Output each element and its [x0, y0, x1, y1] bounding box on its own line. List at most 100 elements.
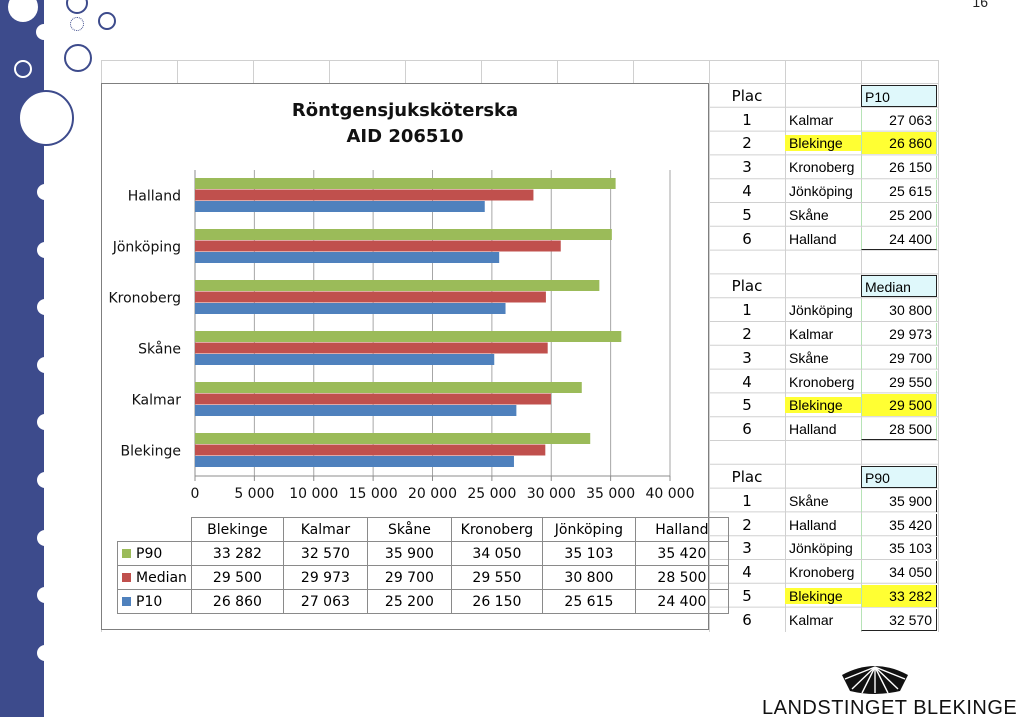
bar-chart: 0 5 000 10 000 15 000 20 000 25 000 30 000 35 0… — [108, 170, 695, 502]
rank-value: 35 900 — [861, 489, 937, 512]
county-name: Skåne — [789, 206, 829, 223]
ranking-row: 4 Kronoberg 34 050 — [709, 560, 939, 584]
chart-title: Röntgensjuksköterska AID 206510 — [102, 98, 708, 150]
decorative-circle — [37, 184, 53, 200]
rank-value: 25 200 — [861, 203, 937, 226]
table-cell: 24 400 — [634, 589, 729, 614]
x-tick-label: 0 — [191, 486, 200, 502]
county-name: Skåne — [789, 492, 829, 509]
ranking-row: 5 Blekinge 29 500 — [709, 394, 939, 418]
decorative-circle — [37, 356, 53, 373]
table-cell: 32 570 — [282, 541, 368, 566]
ranking-block-median: Plac Median 1 Jönköping 30 800 2 Kalmar 29 973 3… — [709, 275, 939, 442]
rank-number: 6 — [742, 229, 752, 248]
county-name: Halland — [789, 516, 837, 533]
ranking-row: 5 Skåne 25 200 — [709, 203, 939, 227]
ranking-header: Plac P10 — [709, 84, 939, 108]
rank-number: 5 — [742, 396, 752, 415]
ranking-header: Plac P90 — [709, 465, 939, 489]
bar-p90 — [195, 331, 622, 342]
decorative-circle — [14, 60, 32, 78]
bar-p90 — [195, 229, 612, 240]
county-name: Kalmar — [789, 111, 834, 128]
table-category-header: Jönköping — [541, 517, 636, 542]
bar-p90 — [195, 433, 591, 444]
table-category-header: Kronoberg — [450, 517, 543, 542]
rank-number: 4 — [742, 182, 752, 201]
table-cell: 34 050 — [450, 541, 543, 566]
decorative-circle — [37, 472, 53, 488]
county-name: Kalmar — [789, 326, 834, 343]
decorative-circle — [18, 90, 74, 146]
table-cell: 26 860 — [190, 589, 284, 614]
page-number: 16 — [972, 0, 988, 10]
table-corner — [117, 517, 192, 542]
table-cell: 25 200 — [366, 589, 452, 614]
county-name: Jönköping — [789, 183, 853, 200]
county-name: Kronoberg — [789, 564, 855, 581]
rank-value: 34 050 — [861, 561, 937, 584]
ranking-row: 1 Kalmar 27 063 — [709, 108, 939, 132]
logo: LANDSTINGET BLEKINGE — [762, 663, 1017, 719]
rank-number: 1 — [742, 110, 752, 129]
rank-value: 29 700 — [861, 346, 937, 369]
rank-value: 24 400 — [861, 227, 937, 250]
rank-value: 26 150 — [861, 156, 937, 179]
table-series-label: Median — [117, 565, 192, 590]
rank-number: 3 — [742, 348, 752, 367]
bar-p90 — [195, 178, 616, 189]
table-cell: 26 150 — [450, 589, 543, 614]
rank-number: 1 — [742, 491, 752, 510]
ranking-block-p10: Plac P10 1 Kalmar 27 063 2 Blekinge 26 860 3 Kron… — [709, 84, 939, 251]
bar-p10 — [195, 252, 500, 263]
table-category-header: Halland — [634, 517, 729, 542]
rank-value: 35 103 — [861, 537, 937, 560]
table-cell: 29 700 — [366, 565, 452, 590]
decorative-circle — [8, 0, 38, 22]
rank-number: 6 — [742, 610, 752, 629]
rank-value: 29 500 — [861, 394, 937, 417]
table-row: P90 33 282 32 570 35 900 34 050 35 103 35 420 — [117, 541, 729, 566]
ranking-row: 2 Halland 35 420 — [709, 513, 939, 537]
ranking-spacer — [709, 441, 939, 465]
rank-number: 2 — [742, 134, 752, 153]
rank-number: 1 — [742, 301, 752, 320]
rank-value: 27 063 — [861, 108, 937, 131]
metric-header: Median — [861, 275, 937, 298]
ranking-row: 1 Jönköping 30 800 — [709, 298, 939, 322]
decorative-circle — [37, 644, 53, 661]
y-category-label: Kalmar — [132, 392, 182, 408]
table-category-header: Kalmar — [282, 517, 368, 542]
bar-median — [195, 291, 546, 303]
ranking-row: 4 Kronoberg 29 550 — [709, 370, 939, 394]
rank-number: 4 — [742, 563, 752, 582]
rank-number: 3 — [742, 539, 752, 558]
rank-value: 26 860 — [861, 132, 937, 155]
county-name: Kronoberg — [789, 373, 855, 390]
bar-median — [195, 444, 546, 456]
table-cell: 25 615 — [541, 589, 636, 614]
rank-number: 4 — [742, 372, 752, 391]
ranking-row: 6 Halland 28 500 — [709, 417, 939, 441]
decorative-circle — [36, 24, 52, 40]
ranking-row: 6 Kalmar 32 570 — [709, 608, 939, 632]
rank-value: 32 570 — [861, 608, 937, 631]
bar-p90 — [195, 382, 582, 393]
ranking-row: 3 Jönköping 35 103 — [709, 537, 939, 561]
decorative-circle — [37, 299, 53, 316]
decorative-circle — [98, 12, 116, 30]
table-cell: 35 103 — [541, 541, 636, 566]
bar-p10 — [195, 354, 495, 365]
table-series-label: P10 — [117, 589, 192, 614]
ranking-block-p90: Plac P90 1 Skåne 35 900 2 Halland 35 420 3 Jönköp… — [709, 465, 939, 632]
table-cell: 35 420 — [634, 541, 729, 566]
chart-title-line-2: AID 206510 — [346, 126, 464, 147]
plac-label: Plac — [731, 468, 763, 487]
legend-label: P90 — [136, 545, 163, 562]
bar-p10 — [195, 405, 517, 416]
table-series-label: P90 — [117, 541, 192, 566]
rank-number: 3 — [742, 158, 752, 177]
decorative-circle — [37, 587, 53, 604]
county-name: Blekinge — [785, 397, 861, 414]
x-tick-label: 30 000 — [527, 486, 576, 502]
